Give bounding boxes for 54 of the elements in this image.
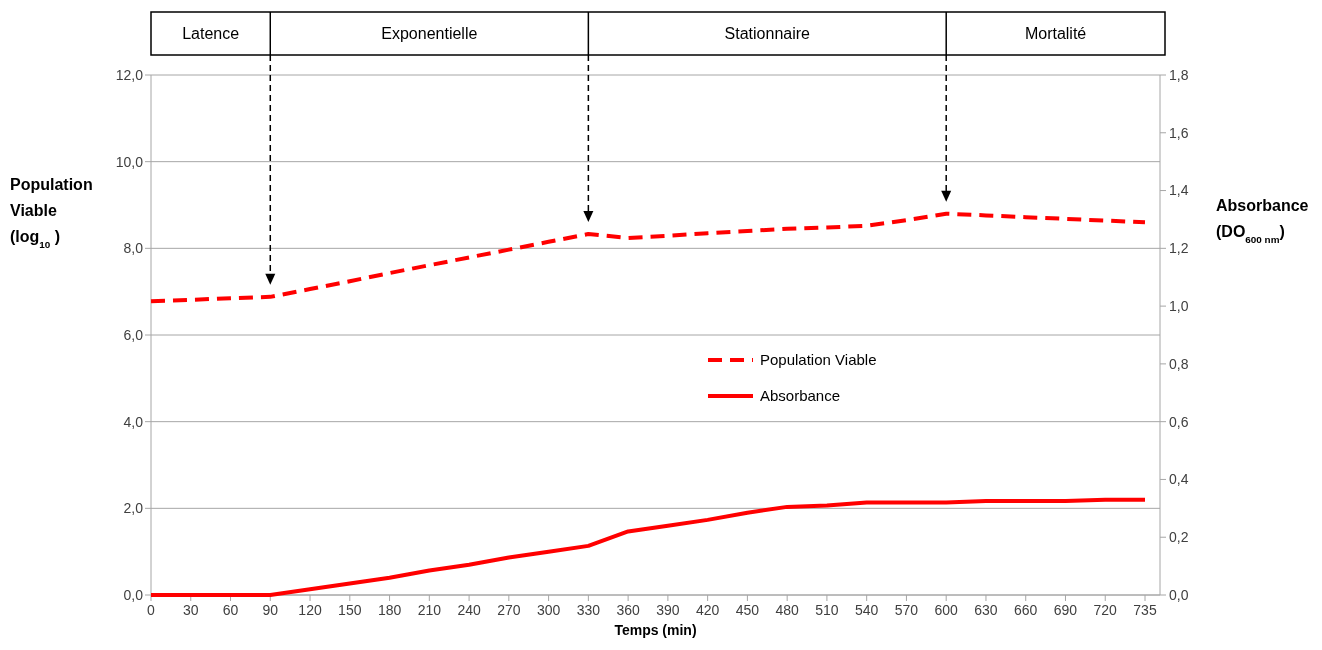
y2-tick-label: 1,6	[1169, 124, 1189, 141]
x-tick-label: 690	[1053, 602, 1078, 618]
y2-tick-label: 1,2	[1169, 240, 1189, 257]
text: Latence	[182, 25, 240, 43]
x-tick-label: 390	[656, 602, 680, 618]
y-tick-label: 8,0	[123, 240, 144, 257]
x-tick-label: 330	[576, 602, 601, 618]
text: Mortalité	[1024, 25, 1087, 43]
y-tick-label: 0,0	[123, 586, 144, 603]
legend-label: Absorbance	[760, 387, 841, 405]
x-tick-label: 0	[147, 602, 156, 618]
x-axis-title: Temps (min)	[614, 622, 697, 638]
y2-tick-label: 1,4	[1169, 182, 1189, 199]
y-tick-label: 6,0	[123, 326, 144, 343]
text: Exponentielle	[381, 25, 478, 43]
y-tick-label: 12,0	[115, 66, 144, 83]
y-axis-title: Population Viable (log$_{10}$ )	[10, 176, 93, 250]
x-tick-label: 600	[934, 602, 959, 618]
x-tick-label: 660	[1014, 602, 1038, 618]
y2-tick-label: 1,0	[1169, 298, 1189, 315]
x-tick-label: 360	[616, 602, 641, 618]
legend-label: Population Viable	[760, 351, 877, 369]
line-series	[149, 211, 1147, 304]
x-tick-label: 240	[457, 602, 481, 618]
x-tick-label: 420	[695, 602, 720, 618]
x-tick-label: 510	[815, 602, 839, 618]
x-tick-label: 120	[298, 602, 322, 618]
y2-tick-label: 0,4	[1169, 471, 1189, 488]
y-tick-label: 4,0	[123, 413, 144, 430]
y2-tick-label: 0,6	[1169, 413, 1189, 430]
x-tick-label: 570	[894, 602, 919, 618]
x-tick-label: 450	[735, 602, 760, 618]
x-tick-label: 735	[1133, 602, 1157, 618]
x-tick-label: 630	[974, 602, 998, 618]
y2-axis-title: Absorbance (DO$_{600 nm}$)	[1216, 197, 1309, 245]
x-tick-label: 60	[222, 602, 239, 618]
y2-tick-label: 0,8	[1169, 355, 1189, 372]
x-tick-label: 480	[775, 602, 800, 618]
y2-tick-label: 0,0	[1169, 586, 1189, 603]
x-tick-label: 30	[182, 602, 199, 618]
x-tick-label: 180	[377, 602, 402, 618]
text: Stationnaire	[724, 25, 811, 43]
x-tick-label: 150	[338, 602, 362, 618]
y2-tick-label: 1,8	[1169, 66, 1189, 83]
x-tick-label: 210	[417, 602, 442, 618]
y-tick-label: 10,0	[115, 153, 144, 170]
x-tick-label: 720	[1093, 602, 1118, 618]
x-tick-label: 270	[497, 602, 521, 618]
x-tick-label: 540	[855, 602, 879, 618]
x-tick-label: 300	[536, 602, 561, 618]
x-tick-label: 90	[262, 602, 279, 618]
line-series	[149, 497, 1147, 597]
y2-tick-label: 0,2	[1169, 529, 1189, 546]
y-tick-label: 2,0	[123, 500, 144, 517]
